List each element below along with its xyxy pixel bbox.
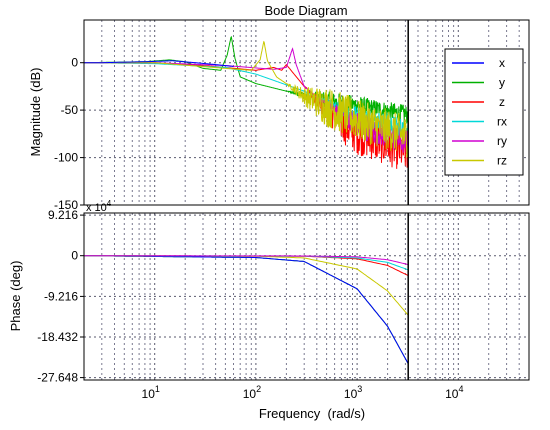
phase-y-tick-label: -27.648 bbox=[37, 371, 78, 385]
phase-y-tick-label: 0 bbox=[71, 249, 78, 263]
legend-label-z: z bbox=[499, 95, 505, 109]
legend-label-rx: rx bbox=[497, 115, 507, 129]
x-tick-exponent: 4 bbox=[458, 384, 463, 394]
phase-y-tick-label: -9.216 bbox=[44, 289, 78, 303]
x-tick-label: 103 bbox=[344, 384, 362, 401]
magnitude-series bbox=[84, 35, 409, 169]
magnitude-y-tick-label: -50 bbox=[61, 103, 79, 117]
legend-entries: xyz rx ry rz bbox=[452, 56, 507, 168]
x-tick-label: 104 bbox=[445, 384, 463, 401]
phase-exponent-base: x 10 bbox=[86, 202, 107, 214]
x-tick-label: 102 bbox=[243, 384, 261, 401]
x-tick-exponent: 3 bbox=[357, 384, 362, 394]
phase-exponent-power: 4 bbox=[107, 199, 112, 208]
x-tick-base: 10 bbox=[142, 387, 156, 401]
x-tick-base: 10 bbox=[243, 387, 257, 401]
phase-y-tick-label: -18.432 bbox=[37, 330, 78, 344]
phase-series bbox=[84, 255, 409, 364]
phase-y-label: Phase (deg) bbox=[8, 261, 23, 332]
phase-y-tick-label: 9.216 bbox=[48, 208, 78, 222]
legend-label-y: y bbox=[499, 76, 505, 90]
phase-series-ry bbox=[84, 255, 409, 266]
x-tick-exponent: 2 bbox=[256, 384, 261, 394]
magnitude-y-ticks: 0 -50 -100 -150 bbox=[54, 56, 84, 212]
legend-label-rz: rz bbox=[497, 154, 507, 168]
x-tick-exponent: 1 bbox=[155, 384, 160, 394]
magnitude-y-label: Magnitude (dB) bbox=[28, 68, 43, 157]
phase-frame bbox=[83, 212, 530, 381]
legend-label-x: x bbox=[499, 56, 505, 70]
x-tick-label: 101 bbox=[142, 384, 160, 401]
magnitude-frame bbox=[83, 19, 530, 206]
x-tick-labels: 101 102 103 104 bbox=[142, 384, 464, 401]
magnitude-y-tick-label: -100 bbox=[54, 151, 78, 165]
phase-grid bbox=[84, 213, 529, 380]
phase-panel: 9.216 0 -9.216 -18.432 -27.648 x 104 Phase (… bbox=[8, 199, 530, 385]
magnitude-series-rz bbox=[84, 40, 409, 159]
magnitude-y-tick-label: 0 bbox=[71, 56, 78, 70]
magnitude-y-tick-label: -150 bbox=[54, 198, 78, 212]
magnitude-series-x bbox=[84, 60, 234, 67]
x-tick-base: 10 bbox=[344, 387, 358, 401]
legend-box bbox=[444, 48, 524, 176]
phase-y-ticks: 9.216 0 -9.216 -18.432 -27.648 bbox=[37, 208, 84, 385]
legend-label-ry: ry bbox=[497, 134, 507, 148]
x-tick-base: 10 bbox=[445, 387, 459, 401]
phase-exponent-label: x 104 bbox=[86, 199, 112, 214]
x-axis-label: Frequency (rad/s) bbox=[259, 406, 365, 421]
legend: xyz rx ry rz bbox=[444, 48, 524, 176]
chart-title: Bode Diagram bbox=[264, 3, 347, 18]
